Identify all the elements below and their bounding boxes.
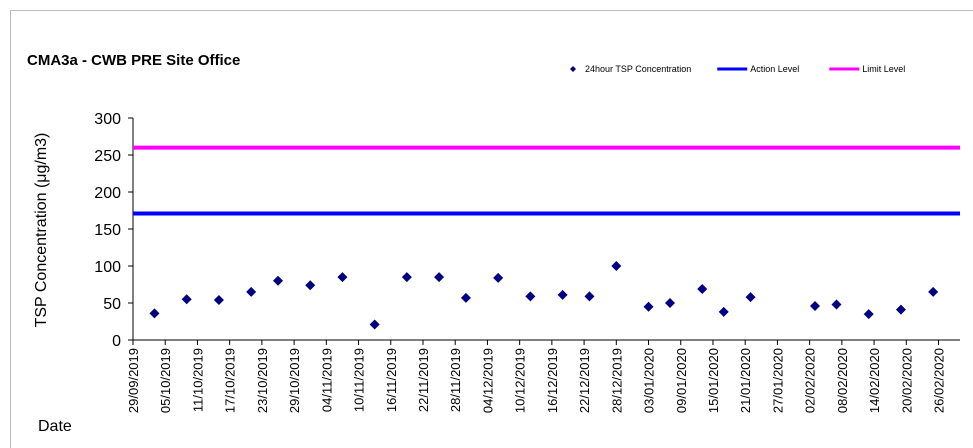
- legend-label: 24hour TSP Concentration: [585, 64, 691, 74]
- data-point: [665, 298, 676, 308]
- data-point: [745, 292, 756, 303]
- data-point: [337, 272, 348, 283]
- data-point: [369, 319, 380, 330]
- legend-marker: [570, 66, 576, 72]
- data-point: [460, 292, 471, 303]
- x-tick-label: 26/02/2020: [932, 348, 947, 413]
- y-tick-label: 0: [112, 333, 121, 350]
- data-point: [246, 286, 257, 297]
- x-tick-label: 14/02/2020: [867, 348, 882, 413]
- x-tick-label: 20/02/2020: [899, 348, 914, 413]
- data-point: [434, 272, 445, 283]
- x-tick-label: 10/12/2019: [513, 348, 528, 413]
- x-tick-label: 16/12/2019: [545, 348, 560, 413]
- x-axis-label: Date: [38, 418, 72, 435]
- x-tick-label: 10/11/2019: [352, 348, 367, 412]
- x-tick-label: 28/11/2019: [448, 348, 463, 412]
- data-point: [863, 309, 874, 320]
- data-point: [697, 283, 708, 294]
- x-tick-label: 21/01/2020: [738, 348, 753, 413]
- x-tick-label: 23/10/2019: [255, 348, 270, 413]
- data-point: [401, 272, 412, 283]
- chart-title: CMA3a - CWB PRE Site Office: [27, 52, 240, 69]
- data-point: [611, 261, 622, 271]
- data-point: [525, 291, 536, 302]
- data-point: [493, 272, 504, 283]
- y-tick-label: 50: [103, 296, 121, 313]
- y-axis-label: TSP Concentration (μg/m3): [33, 133, 50, 328]
- x-tick-label: 04/12/2019: [480, 348, 495, 413]
- x-tick-label: 17/10/2019: [223, 348, 238, 413]
- data-point: [718, 306, 729, 317]
- y-tick-label: 100: [94, 259, 121, 276]
- x-tick-label: 27/01/2020: [770, 348, 785, 413]
- chart-frame: [10, 10, 973, 448]
- x-tick-label: 22/12/2019: [577, 348, 592, 413]
- data-point: [584, 291, 595, 302]
- x-tick-label: 16/11/2019: [384, 348, 399, 412]
- y-tick-label: 150: [94, 222, 121, 239]
- x-tick-label: 09/01/2020: [674, 348, 689, 413]
- data-point: [643, 301, 654, 312]
- data-point: [810, 300, 821, 311]
- x-tick-label: 15/01/2020: [706, 348, 721, 413]
- data-point: [213, 295, 224, 306]
- data-point: [557, 289, 568, 300]
- legend-label: Limit Level: [862, 64, 905, 74]
- x-tick-label: 03/01/2020: [642, 348, 657, 413]
- data-point: [305, 280, 316, 291]
- y-tick-label: 250: [94, 148, 121, 165]
- data-point: [272, 275, 283, 286]
- x-tick-label: 04/11/2019: [319, 348, 334, 412]
- y-tick-label: 200: [94, 185, 121, 202]
- x-tick-label: 11/10/2019: [190, 348, 205, 412]
- data-point: [181, 294, 192, 305]
- x-tick-label: 08/02/2020: [835, 348, 850, 413]
- x-tick-label: 29/09/2019: [126, 348, 141, 413]
- x-tick-label: 05/10/2019: [158, 348, 173, 413]
- data-point: [895, 304, 906, 315]
- data-point: [149, 308, 160, 319]
- x-tick-label: 28/12/2019: [609, 348, 624, 413]
- data-point: [928, 286, 939, 297]
- data-point: [831, 299, 842, 310]
- x-tick-label: 02/02/2020: [803, 348, 818, 413]
- x-tick-label: 22/11/2019: [416, 348, 431, 412]
- y-tick-label: 300: [94, 111, 121, 128]
- legend-label: Action Level: [750, 64, 799, 74]
- x-tick-label: 29/10/2019: [287, 348, 302, 413]
